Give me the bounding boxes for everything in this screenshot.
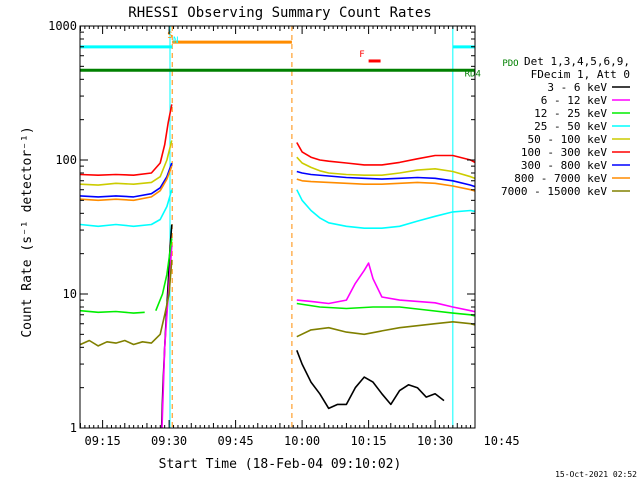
y-tick-label: 1000 <box>48 19 77 33</box>
y-tick-label: 10 <box>63 287 77 301</box>
legend-item: 300 - 800 keV <box>521 159 607 172</box>
plot-area: S N F PDO RD4 1 10 100 1000 09:15 09:30 09:45 10:00 1… <box>48 19 520 448</box>
x-tick-label: 10:00 <box>284 434 320 448</box>
series-line <box>296 302 475 317</box>
x-tick-label: 10:15 <box>351 434 387 448</box>
series-line <box>296 189 475 229</box>
series-line <box>296 350 445 410</box>
legend-header: Det 1,3,4,5,6,9, <box>524 55 630 68</box>
series-line <box>80 104 173 176</box>
series-line <box>296 142 475 166</box>
footer-timestamp: 15-Oct-2021 02:52 <box>555 470 637 479</box>
series-line <box>80 259 173 347</box>
legend-item: 100 - 300 keV <box>521 146 607 159</box>
series-line <box>80 189 173 228</box>
x-axis-label: Start Time (18-Feb-04 09:10:02) <box>159 457 402 472</box>
legend-item: 6 - 12 keV <box>541 94 608 107</box>
series-line <box>155 238 173 311</box>
series-line <box>296 320 475 338</box>
legend-item: 7000 - 15000 keV <box>501 185 607 198</box>
x-tick-label: 10:30 <box>417 434 453 448</box>
series-line <box>80 165 173 202</box>
flag-label: PDO <box>502 59 518 69</box>
flag-label: RD4 <box>465 69 481 79</box>
series-line <box>80 309 145 314</box>
legend-item: 800 - 7000 keV <box>514 172 607 185</box>
y-tick-label: 1 <box>70 421 77 435</box>
legend-item: 12 - 25 keV <box>534 107 607 120</box>
series-line <box>296 170 475 188</box>
axes-frame <box>79 25 476 429</box>
legend-item: 25 - 50 keV <box>534 120 607 133</box>
flag-label: S <box>167 31 172 41</box>
x-tick-label: 09:45 <box>218 434 254 448</box>
y-axis-label: Count Rate (s⁻¹ detector⁻¹) <box>20 126 35 337</box>
series-line <box>80 140 173 186</box>
series-line <box>80 162 173 198</box>
flag-label: F <box>359 50 364 60</box>
series-line <box>296 262 475 313</box>
x-tick-label: 09:15 <box>85 434 121 448</box>
legend-item: 3 - 6 keV <box>547 81 607 94</box>
y-tick-label: 100 <box>55 153 77 167</box>
legend-header: FDecim 1, Att 0 <box>531 68 630 81</box>
flag-label: N <box>173 36 178 46</box>
chart-title: RHESSI Observing Summary Count Rates <box>128 5 431 21</box>
series-line <box>296 156 475 180</box>
plot-content <box>80 26 475 428</box>
legend-item: 50 - 100 keV <box>528 133 608 146</box>
series-line <box>161 245 173 428</box>
x-tick-label: 09:30 <box>151 434 187 448</box>
x-tick-label: 10:45 <box>484 434 520 448</box>
legend: Det 1,3,4,5,6,9,FDecim 1, Att 03 - 6 keV… <box>501 55 630 198</box>
series-line <box>296 178 475 192</box>
